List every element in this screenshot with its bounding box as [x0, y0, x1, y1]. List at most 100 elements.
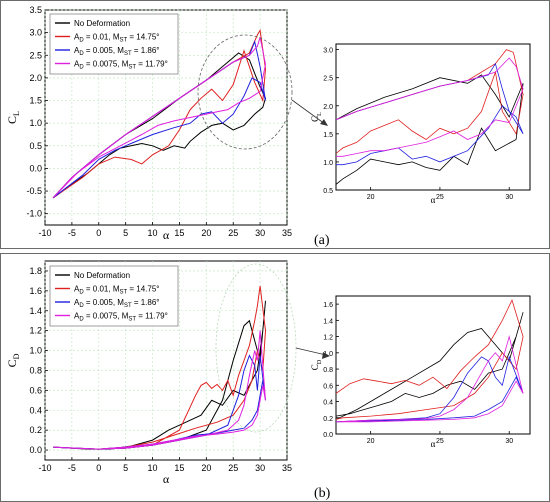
tick-label-y-b-zoom-5: 1.0: [323, 351, 333, 358]
tick-label-x-b-main-7: 25: [228, 463, 238, 473]
tick-label-x-b-main-8: 30: [255, 463, 265, 473]
tick-label-x-b-zoom-2: 30: [505, 438, 513, 445]
legend-label-a-main-no_deformation: No Deformation: [74, 19, 130, 28]
tick-label-y-a-main-1: -0.5: [26, 186, 42, 196]
tick-label-y-b-zoom-0: 0.0: [323, 432, 333, 439]
legend-label-b-main-case3: AD = 0.0075, MST = 11.79°: [74, 312, 168, 323]
plot-area-a-zoom: [335, 43, 531, 191]
series-line-b-zoom-case3: [336, 335, 524, 423]
zoom-arrow-a: [291, 99, 326, 125]
tick-label-x-a-main-8: 30: [255, 228, 265, 238]
tick-label-x-a-main-4: 10: [148, 228, 158, 238]
tick-label-y-b-main-8: 1.6: [29, 286, 42, 296]
tick-label-y-b-zoom-1: 0.2: [323, 416, 333, 423]
tick-label-y-a-main-9: 3.5: [29, 5, 42, 15]
tick-label-x-b-main-3: 5: [123, 463, 128, 473]
tick-label-y-a-zoom-1: 1.0: [323, 160, 333, 167]
y-axis-label-a-zoom: CL: [310, 112, 323, 122]
series-group-a-zoom: [336, 49, 524, 185]
tick-label-y-b-zoom-8: 1.6: [323, 302, 333, 309]
tick-label-x-a-main-2: 0: [96, 228, 101, 238]
tick-label-y-b-main-3: 0.6: [29, 385, 42, 395]
legend-label-a-main-case2: AD = 0.005, MST = 1.86°: [74, 46, 160, 57]
series-line-b-zoom-no_deformation: [336, 312, 524, 420]
legend-a: No Deformation AD = 0.01, MST = 14.75° AD …: [49, 13, 179, 75]
x-axis-label-b-main: α: [163, 472, 170, 486]
tick-label-y-a-main-8: 3.0: [29, 28, 42, 38]
x-axis-label-a-main: α: [163, 228, 170, 242]
tick-label-y-b-zoom-3: 0.6: [323, 383, 333, 390]
series-line-b-zoom-case1: [336, 298, 524, 420]
tick-label-y-b-zoom-6: 1.2: [323, 335, 333, 342]
y-axis-label-a-main: CL: [5, 111, 21, 124]
tick-label-x-a-zoom-0: 20: [367, 194, 375, 201]
tick-label-x-b-main-5: 15: [174, 463, 184, 473]
zoom-arrowhead-b: [322, 352, 330, 359]
legend-label-b-main-case2: AD = 0.005, MST = 1.86°: [74, 298, 160, 309]
tick-label-y-a-main-2: 0.0: [29, 163, 42, 173]
tick-label-y-b-zoom-7: 1.4: [323, 318, 333, 325]
tick-label-y-b-zoom-4: 0.8: [323, 367, 333, 374]
tick-label-x-b-main-1: -5: [68, 463, 76, 473]
tick-label-y-a-main-7: 2.5: [29, 50, 42, 60]
tick-label-x-a-main-5: 15: [174, 228, 184, 238]
tick-label-y-b-main-6: 1.2: [29, 326, 42, 336]
tick-label-y-b-main-4: 0.8: [29, 365, 42, 375]
legend-label-b-main-no_deformation: No Deformation: [74, 271, 130, 280]
panel-label-a: (a): [314, 233, 330, 248]
series-group-a-main: [52, 28, 267, 199]
legend-box-b-main: [49, 265, 179, 327]
tick-label-y-a-main-5: 1.5: [29, 96, 42, 106]
x-axis-label-b-zoom: α: [431, 439, 436, 449]
series-line-b-main-case3: [53, 330, 266, 450]
series-line-a-zoom-no_deformation: [336, 74, 524, 185]
chart-a-zoom: 20 25 30 0.5 1.0 1.5 2.0 2.5 3.0 α CL: [310, 43, 531, 205]
tick-label-x-a-zoom-1: 25: [436, 194, 444, 201]
series-line-a-main-case3: [52, 37, 267, 199]
tick-label-y-a-main-3: 0.5: [29, 141, 42, 151]
tick-label-x-a-main-6: 20: [201, 228, 211, 238]
series-line-b-main-case1: [53, 285, 267, 450]
tick-label-y-b-main-2: 0.4: [29, 405, 42, 415]
tick-label-x-b-main-0: -10: [38, 463, 51, 473]
tick-label-y-a-zoom-4: 2.5: [323, 76, 333, 83]
tick-label-x-b-main-9: 35: [282, 463, 292, 473]
series-line-a-zoom-case3: [336, 57, 524, 157]
tick-label-y-b-main-1: 0.2: [29, 425, 42, 435]
zoom-highlight-ellipse-a: [197, 34, 293, 150]
legend-label-a-main-case1: AD = 0.01, MST = 14.75°: [74, 33, 160, 44]
zoom-arrowhead-a: [320, 119, 328, 126]
tick-label-x-b-zoom-0: 20: [367, 438, 375, 445]
tick-label-y-b-main-0: 0.0: [29, 445, 42, 455]
tick-label-x-a-main-0: -10: [38, 228, 51, 238]
tick-label-y-a-zoom-2: 1.5: [323, 132, 333, 139]
legend-label-a-main-case3: AD = 0.0075, MST = 11.79°: [74, 60, 168, 71]
tick-label-x-a-zoom-2: 30: [505, 194, 513, 201]
tick-label-y-a-main-0: -1.0: [26, 209, 42, 219]
legend-b: No Deformation AD = 0.01, MST = 14.75° AD …: [49, 265, 179, 327]
zoom-arrow-b: [295, 347, 327, 356]
panel-label-b: (b): [314, 486, 331, 501]
tick-label-y-a-zoom-3: 2.0: [323, 104, 333, 111]
tick-label-x-a-main-7: 25: [228, 228, 238, 238]
tick-label-y-a-main-6: 2.0: [29, 73, 42, 83]
legend-box-a-main: [49, 13, 179, 75]
x-axis-label-a-zoom: α: [431, 195, 436, 205]
y-axis-label-b-zoom: CD: [310, 359, 323, 370]
legend-label-b-main-case1: AD = 0.01, MST = 14.75°: [74, 285, 160, 296]
series-group-b-zoom: [336, 298, 524, 423]
tick-label-y-a-zoom-0: 0.5: [323, 188, 333, 195]
tick-label-y-a-zoom-5: 3.0: [323, 48, 333, 55]
tick-label-x-a-main-3: 5: [123, 228, 128, 238]
tick-label-x-a-main-9: 35: [282, 228, 292, 238]
tick-label-x-b-main-2: 0: [96, 463, 101, 473]
tick-label-x-b-zoom-1: 25: [436, 438, 444, 445]
series-line-b-zoom-case2: [336, 355, 524, 423]
tick-label-x-a-main-1: -5: [68, 228, 76, 238]
series-group-b-main: [53, 285, 267, 450]
tick-label-y-b-main-5: 1.0: [29, 346, 42, 356]
tick-label-y-a-main-4: 1.0: [29, 118, 42, 128]
tick-label-y-b-main-9: 1.8: [29, 266, 42, 276]
tick-label-y-b-main-7: 1.4: [29, 306, 42, 316]
